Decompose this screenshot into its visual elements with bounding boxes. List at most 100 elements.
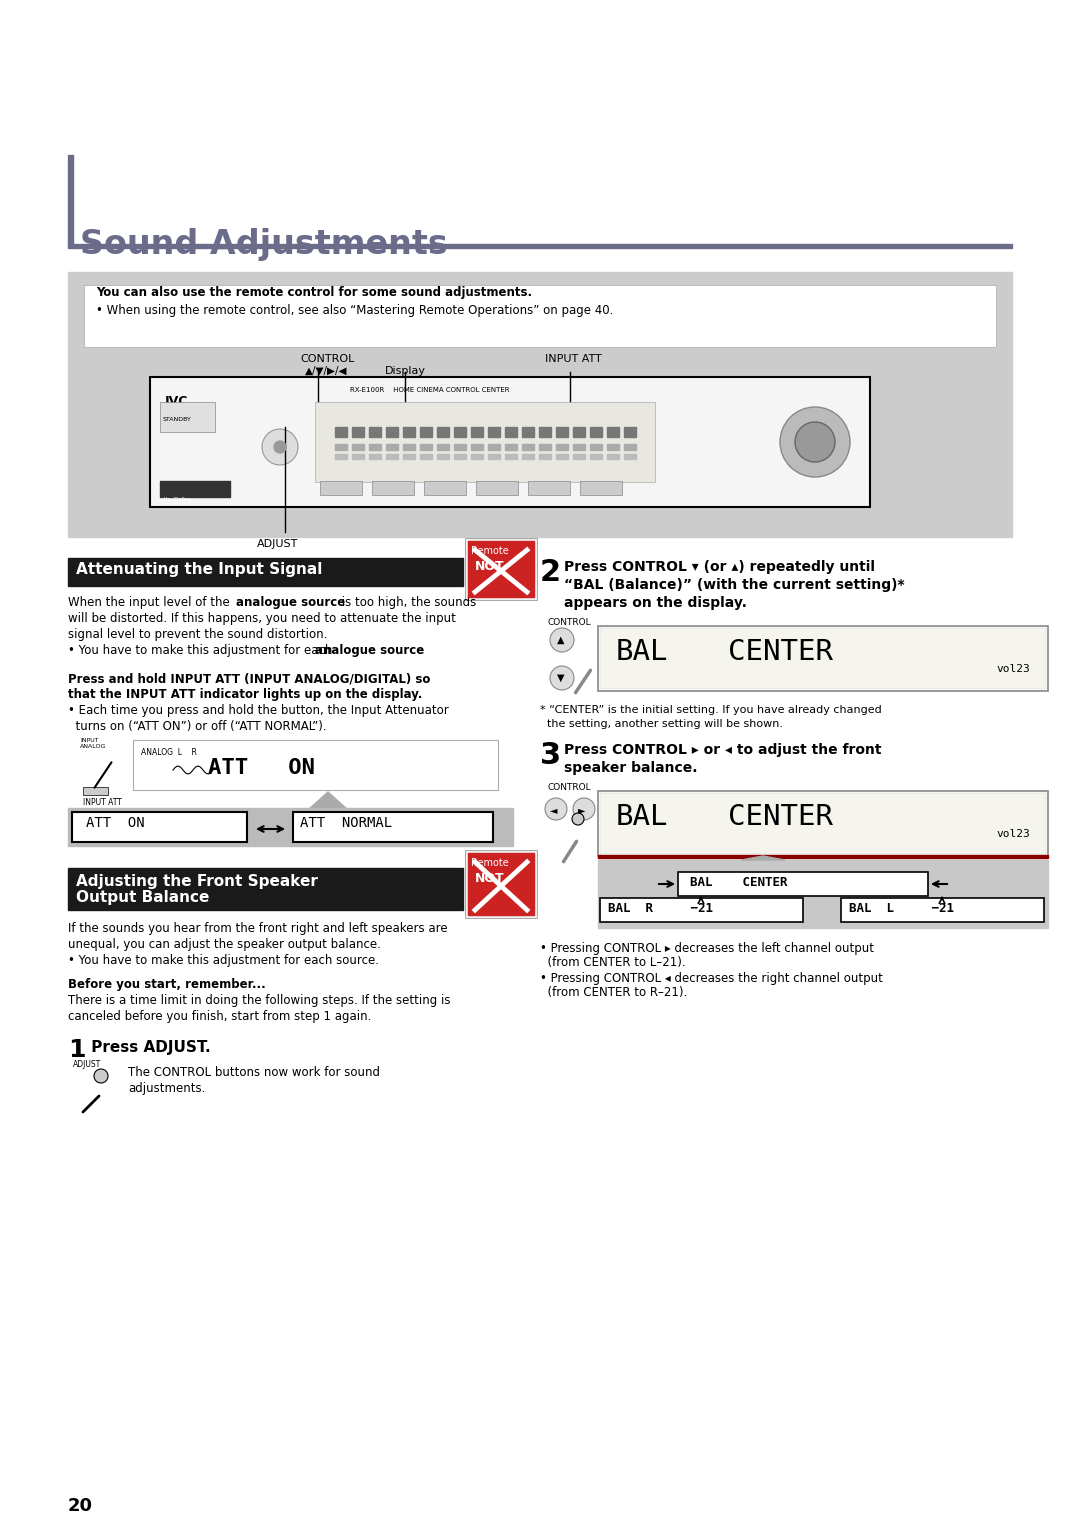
Bar [476,482,518,495]
Bar [600,898,804,922]
Bar [505,454,517,459]
Text: unequal, you can adjust the speaker output balance.: unequal, you can adjust the speaker outp… [68,937,381,951]
Text: signal level to prevent the sound distortion.: signal level to prevent the sound distor… [68,628,327,641]
Bar [590,443,602,450]
Bar [386,427,399,437]
Bar [72,812,247,842]
Bar [133,740,498,790]
Text: When the input level of the: When the input level of the [68,596,233,609]
Text: NOT: NOT [475,872,504,885]
Text: CONTROL: CONTROL [300,355,354,364]
Bar [68,154,73,245]
Bar [386,443,399,450]
Circle shape [545,798,567,820]
Bar [68,558,463,586]
Bar [678,872,928,896]
Bar [437,427,449,437]
Text: BAL  R     −21: BAL R −21 [608,902,713,914]
Text: * “CENTER” is the initial setting. If you have already changed: * “CENTER” is the initial setting. If yo… [540,705,881,716]
Bar [471,454,483,459]
Bar [598,625,1048,691]
Text: INPUT
ANALOG: INPUT ANALOG [80,739,106,749]
Text: CONTROL: CONTROL [548,783,592,792]
Text: JVC: JVC [165,394,188,408]
Text: The CONTROL buttons now work for sound: The CONTROL buttons now work for sound [129,1066,380,1079]
Bar [488,427,500,437]
Bar [573,427,585,437]
Bar [352,427,364,437]
Bar [598,855,1048,858]
Bar [573,454,585,459]
Text: BAL: BAL [616,638,669,667]
Text: ATT  NORMAL: ATT NORMAL [300,816,392,830]
Text: Before you start, remember...: Before you start, remember... [68,979,266,991]
Circle shape [780,407,850,477]
Text: BAL: BAL [616,803,669,830]
Text: Display: Display [384,365,426,376]
Bar [468,541,534,596]
Bar [369,443,381,450]
Bar [437,454,449,459]
Bar [386,454,399,459]
Text: Adjusting the Front Speaker: Adjusting the Front Speaker [76,875,318,888]
Text: INPUT ATT: INPUT ATT [545,355,602,364]
Text: ►: ► [578,804,585,815]
Text: NOT: NOT [475,560,504,573]
Text: ANALOG  L    R: ANALOG L R [141,748,197,757]
Bar [335,454,347,459]
Bar [505,427,517,437]
Bar [424,482,465,495]
Text: .: . [418,644,422,657]
Circle shape [550,667,573,690]
Circle shape [550,628,573,651]
Bar [522,454,534,459]
Text: 2: 2 [540,558,562,587]
Text: “BAL (Balance)” (with the current setting)*: “BAL (Balance)” (with the current settin… [564,578,905,592]
Text: CENTER: CENTER [728,638,833,667]
Text: ▼: ▼ [557,673,565,683]
Text: ▲/▼/▶/◀: ▲/▼/▶/◀ [305,365,348,376]
Text: (from CENTER to R–21).: (from CENTER to R–21). [540,986,687,998]
Bar [590,454,602,459]
Bar [352,443,364,450]
Text: Attenuating the Input Signal: Attenuating the Input Signal [76,563,322,576]
Bar [488,454,500,459]
Bar [528,482,570,495]
Text: ▲: ▲ [557,635,565,645]
Bar [369,454,381,459]
Bar [454,427,465,437]
Text: ADJUST: ADJUST [73,1060,102,1069]
Bar [68,868,463,910]
Text: Output Balance: Output Balance [76,890,210,905]
Bar [454,454,465,459]
Text: vol23: vol23 [996,829,1029,839]
Bar [315,402,654,482]
Bar [403,427,415,437]
Bar [454,443,465,450]
Bar [420,427,432,437]
Bar [335,427,347,437]
Bar [539,454,551,459]
Text: canceled before you finish, start from step 1 again.: canceled before you finish, start from s… [68,1011,372,1023]
Text: Press ADJUST.: Press ADJUST. [86,1040,211,1055]
Bar [556,443,568,450]
Bar [369,427,381,437]
Bar [84,284,996,347]
Text: analogue source: analogue source [315,644,424,657]
Bar [468,853,534,914]
Text: that the INPUT ATT indicator lights up on the display.: that the INPUT ATT indicator lights up o… [68,688,422,700]
Circle shape [572,813,584,826]
Bar [465,538,537,599]
Circle shape [262,430,298,465]
Bar [624,443,636,450]
Text: • You have to make this adjustment for each source.: • You have to make this adjustment for e… [68,954,379,966]
Text: appears on the display.: appears on the display. [564,596,747,610]
Text: Press CONTROL ▸ or ◂ to adjust the front: Press CONTROL ▸ or ◂ to adjust the front [564,743,881,757]
Text: 20: 20 [68,1497,93,1515]
Bar [160,402,215,433]
Text: Remote: Remote [471,858,509,868]
Bar [160,482,230,497]
Bar [624,454,636,459]
Bar [841,898,1044,922]
Bar [624,427,636,437]
